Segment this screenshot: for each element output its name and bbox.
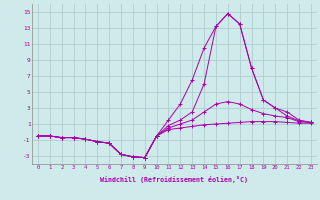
X-axis label: Windchill (Refroidissement éolien,°C): Windchill (Refroidissement éolien,°C) [100,176,248,183]
